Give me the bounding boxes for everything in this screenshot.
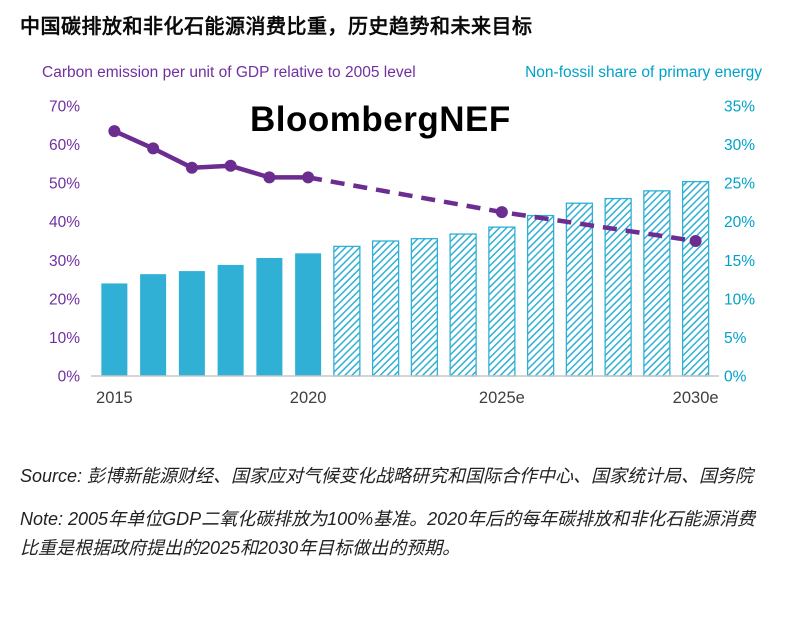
svg-text:2015: 2015 bbox=[96, 389, 133, 407]
chart-area: Carbon emission per unit of GDP relative… bbox=[18, 64, 784, 420]
svg-text:60%: 60% bbox=[49, 137, 80, 154]
svg-text:20%: 20% bbox=[49, 291, 80, 308]
chart-svg: 0% 10% 20% 30% 40% 50% 60% 70% 0% 5% 10% 15% 20% 25% 3… bbox=[49, 99, 755, 408]
svg-text:2030e: 2030e bbox=[673, 389, 719, 407]
svg-text:10%: 10% bbox=[49, 330, 80, 347]
bloomberg-watermark: BloombergNEF bbox=[250, 100, 511, 139]
svg-text:35%: 35% bbox=[724, 99, 755, 116]
svg-text:20%: 20% bbox=[724, 214, 755, 231]
svg-text:0%: 0% bbox=[724, 369, 747, 386]
note-text: Note: 2005年单位GDP二氧化碳排放为100%基准。2020年后的每年碳… bbox=[20, 508, 756, 558]
svg-text:5%: 5% bbox=[724, 330, 747, 347]
svg-text:2025e: 2025e bbox=[479, 389, 525, 407]
svg-text:15%: 15% bbox=[724, 253, 755, 270]
svg-text:40%: 40% bbox=[49, 214, 80, 231]
page-title: 中国碳排放和非化石能源消费比重，历史趋势和未来目标 bbox=[20, 16, 533, 38]
svg-text:2020: 2020 bbox=[290, 389, 327, 407]
svg-text:30%: 30% bbox=[49, 253, 80, 270]
svg-text:70%: 70% bbox=[49, 99, 80, 116]
svg-text:10%: 10% bbox=[724, 291, 755, 308]
svg-text:25%: 25% bbox=[724, 176, 755, 193]
right-axis-title: Non-fossil share of primary energy bbox=[525, 64, 762, 81]
svg-text:50%: 50% bbox=[49, 176, 80, 193]
source-text: Source: 彭博新能源财经、国家应对气候变化战略研究和国际合作中心、国家统计… bbox=[20, 466, 754, 486]
svg-text:0%: 0% bbox=[58, 369, 81, 386]
left-axis-title: Carbon emission per unit of GDP relative… bbox=[42, 64, 416, 81]
svg-text:30%: 30% bbox=[724, 137, 755, 154]
